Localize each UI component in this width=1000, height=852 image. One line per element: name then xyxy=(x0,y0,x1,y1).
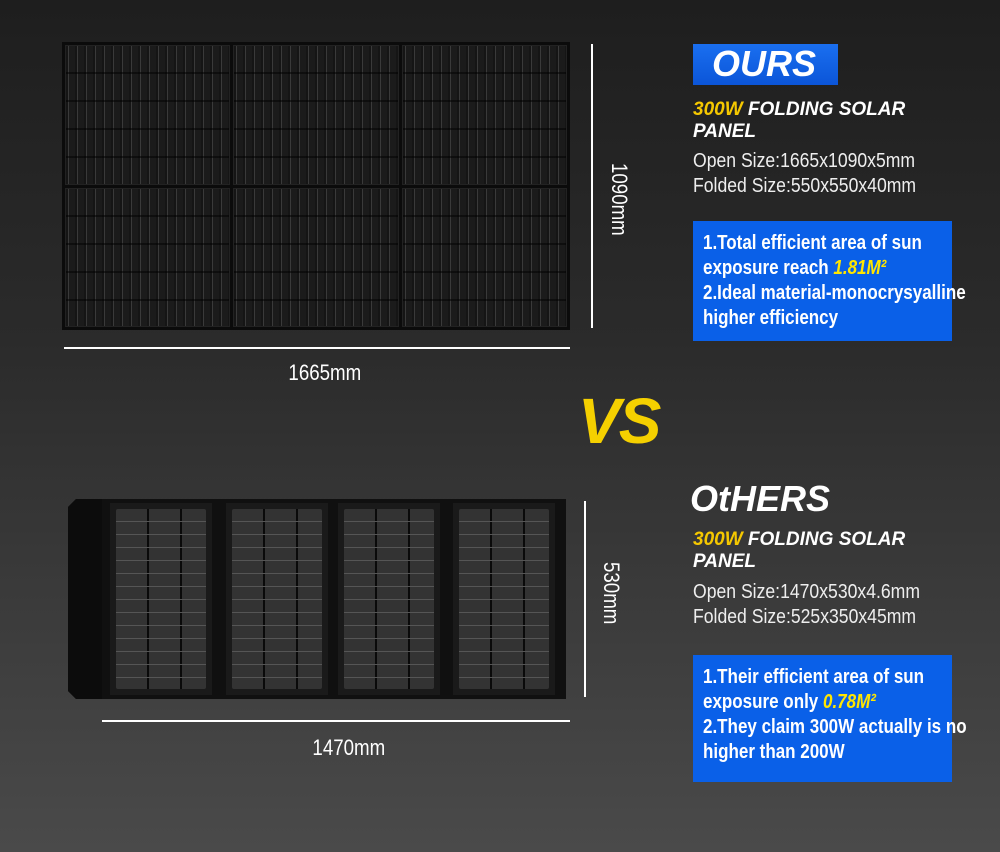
feature-text: higher than 200W xyxy=(703,741,845,763)
title-text: FOLDING SOLAR xyxy=(747,529,906,550)
feature-text: higher efficiency xyxy=(703,307,839,329)
ours-badge xyxy=(693,44,838,85)
feature-text: 1.Total efficient area of sun xyxy=(703,232,922,254)
title-text: FOLDING SOLAR xyxy=(747,99,906,120)
solar-module xyxy=(401,45,567,185)
area-value: 0.78M² xyxy=(822,691,876,713)
solar-module xyxy=(65,45,231,185)
ours-title: 300W FOLDING SOLAR PANEL xyxy=(693,99,963,143)
feature-text: exposure reach xyxy=(703,257,829,279)
others-folded-size: Folded Size:525x350x45mm xyxy=(693,606,917,628)
others-height-label: 530mm xyxy=(599,562,624,625)
ours-open-size: Open Size:1665x1090x5mm xyxy=(693,150,916,172)
ours-features-box: 1.Total efficient area of sun exposure r… xyxy=(693,221,966,341)
ours-height-label: 1090mm xyxy=(607,163,632,236)
others-features-box: 1.Their efficient area of sun exposure o… xyxy=(693,655,967,782)
solar-module xyxy=(110,503,212,695)
solar-module xyxy=(453,503,555,695)
feature-text: 2.They claim 300W actually is no xyxy=(703,716,967,738)
width-dimension-arrow xyxy=(102,720,570,722)
wattage: 300W xyxy=(693,99,743,120)
height-dimension-arrow xyxy=(584,501,586,697)
title-text: PANEL xyxy=(693,121,756,142)
others-open-size: Open Size:1470x530x4.6mm xyxy=(693,581,920,603)
others-width-label: 1470mm xyxy=(312,735,386,760)
solar-module xyxy=(226,503,328,695)
solar-module xyxy=(65,187,231,327)
others-heading: OtHERS xyxy=(690,478,831,519)
vs-label: VS xyxy=(578,385,661,457)
solar-module xyxy=(401,187,567,327)
ours-badge-text: OURS xyxy=(712,43,817,84)
solar-module xyxy=(233,187,399,327)
title-text: PANEL xyxy=(693,551,756,572)
feature-text: exposure only xyxy=(703,691,819,713)
solar-module xyxy=(338,503,440,695)
ours-width-label: 1665mm xyxy=(288,360,362,385)
height-dimension-arrow xyxy=(591,44,593,328)
solar-module xyxy=(233,45,399,185)
ours-solar-panel-image xyxy=(62,42,570,330)
others-title: 300W FOLDING SOLAR PANEL xyxy=(693,529,963,573)
area-value: 1.81M² xyxy=(833,257,887,279)
wattage: 300W xyxy=(693,529,743,550)
others-solar-panel-image xyxy=(68,499,566,699)
feature-text: 2.Ideal material-monocrysyalline xyxy=(703,282,966,304)
panel-flap xyxy=(68,499,102,699)
feature-text: 1.Their efficient area of sun xyxy=(703,666,925,688)
width-dimension-arrow xyxy=(64,347,570,349)
ours-folded-size: Folded Size:550x550x40mm xyxy=(693,175,917,197)
